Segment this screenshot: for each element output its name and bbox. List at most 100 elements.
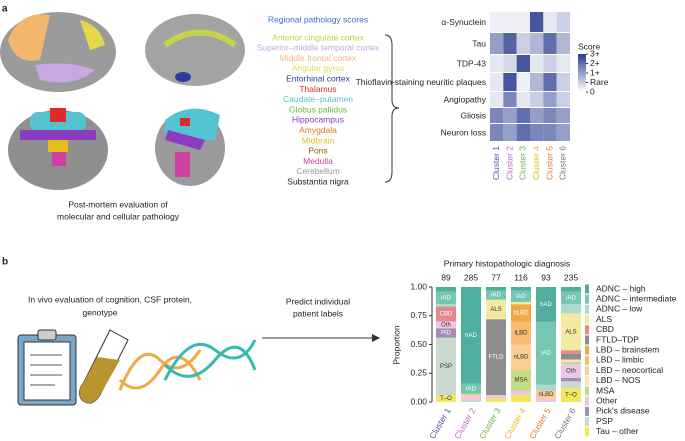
bar-segment	[461, 383, 481, 394]
bar-segment	[511, 321, 531, 345]
bar-segment	[461, 287, 481, 384]
legend-entry: ALS	[596, 314, 612, 324]
heat-cell	[503, 33, 517, 54]
heat-cell	[530, 124, 544, 141]
bar-segment	[561, 377, 581, 382]
region-name: Hippocampus	[292, 115, 344, 125]
heat-cell	[516, 124, 530, 141]
region-name: Middle frontal cortex	[280, 53, 357, 63]
bar-segment	[511, 287, 531, 291]
row-label: TDP-43	[457, 58, 487, 68]
arrow-text: patient labels	[293, 308, 343, 318]
segment-label: bLBD	[513, 310, 529, 316]
heat-cell	[516, 108, 530, 123]
legend-entry: Pick's disease	[596, 406, 650, 416]
segment-label: ALS	[565, 329, 576, 335]
bar-segment	[511, 290, 531, 302]
segment-label: iAD	[466, 386, 476, 392]
legend-entry: Tau – other	[596, 426, 639, 436]
column-label: Cluster 6	[558, 146, 568, 180]
column-label: Cluster 4	[531, 146, 541, 180]
row-label: Gliosis	[460, 110, 486, 120]
legend-swatch	[585, 294, 589, 304]
colorbar-tick-label: Rare	[590, 77, 609, 87]
region-name: Cerebellum	[296, 166, 339, 176]
heat-cell	[503, 108, 517, 123]
region-name: Angular gyrus	[292, 63, 344, 73]
bar-segment	[436, 321, 456, 329]
row-label: α-Synuclein	[441, 17, 486, 27]
legend-swatch	[585, 325, 589, 335]
heat-cell	[543, 108, 557, 123]
x-tick-label: Cluster 1	[427, 406, 453, 441]
heat-cell	[530, 108, 544, 123]
heat-cell	[503, 73, 517, 91]
bar-segment	[436, 395, 456, 402]
legend-swatch	[585, 417, 589, 427]
bar-segment	[511, 344, 531, 370]
segment-label: iAD	[566, 296, 576, 302]
bar-segment	[461, 396, 481, 400]
legend-swatch	[585, 335, 589, 345]
heat-cell	[530, 12, 544, 32]
legend-entry: CBD	[596, 324, 614, 334]
heat-cell	[503, 55, 517, 72]
x-tick-label: Cluster 4	[502, 406, 528, 441]
legend-entry: Other	[596, 395, 617, 405]
region-name: Midbrain	[302, 135, 335, 145]
segment-label: iAD	[541, 351, 551, 357]
heat-cell	[516, 33, 530, 54]
column-label: Cluster 1	[491, 146, 501, 180]
region-name: Substantia nigra	[287, 176, 349, 186]
bar-segment	[561, 364, 581, 378]
heat-cell	[490, 124, 504, 141]
segment-label: ALS	[490, 307, 501, 313]
heat-cell	[516, 12, 530, 32]
bar-segment	[486, 299, 506, 320]
region-name: Superior–middle temporal cortex	[257, 43, 381, 53]
heat-cell	[503, 92, 517, 107]
segment-label: T–O	[565, 393, 577, 399]
colorbar-tick-label: 2+	[590, 58, 600, 68]
legend-swatch	[585, 427, 589, 437]
row-label: Thioflavin-staining neuritic plaques	[356, 77, 486, 87]
y-tick-label: 0.25	[410, 368, 427, 378]
y-tick-label: 0.00	[410, 396, 427, 406]
row-label: Angiopathy	[443, 94, 486, 104]
segment-label: iAD	[491, 293, 501, 299]
segment-label: Oth	[441, 323, 451, 329]
heat-cell	[490, 108, 504, 123]
legend-entry: ADNC – low	[596, 304, 643, 314]
region-name: Entorhinal cortex	[286, 73, 351, 83]
legend-swatch	[585, 284, 589, 294]
bar-segment	[561, 287, 581, 292]
legend-entry: LBD – limbic	[596, 355, 644, 365]
legend-swatch	[585, 304, 589, 314]
bar-segment	[561, 381, 581, 389]
legend-swatch	[585, 376, 589, 386]
legend-entry: ADNC – intermediate	[596, 293, 677, 303]
legend-entry: MSA	[596, 385, 615, 395]
y-axis-label: Proportion	[391, 325, 401, 364]
bar-segment	[561, 291, 581, 305]
region-name: Medulla	[303, 156, 333, 166]
arrow-head	[372, 334, 380, 342]
segment-label: iAD	[441, 296, 451, 302]
legend-entry: FTLD–TDP	[596, 334, 639, 344]
segment-label: iAD	[516, 294, 526, 300]
x-tick-label: Cluster 6	[552, 406, 578, 441]
heat-cell	[556, 73, 570, 91]
segment-label: hAD	[540, 302, 552, 308]
heat-cell	[556, 33, 570, 54]
bar-segment	[536, 390, 556, 399]
brain-illustrations	[0, 12, 245, 190]
brace	[384, 34, 400, 183]
heat-cell	[516, 55, 530, 72]
input-illustrations	[17, 329, 257, 406]
heat-cell	[490, 55, 504, 72]
column-label: Cluster 5	[544, 146, 554, 180]
count-label: 285	[464, 272, 478, 282]
column-label: Cluster 2	[504, 146, 514, 180]
count-label: 77	[491, 272, 501, 282]
